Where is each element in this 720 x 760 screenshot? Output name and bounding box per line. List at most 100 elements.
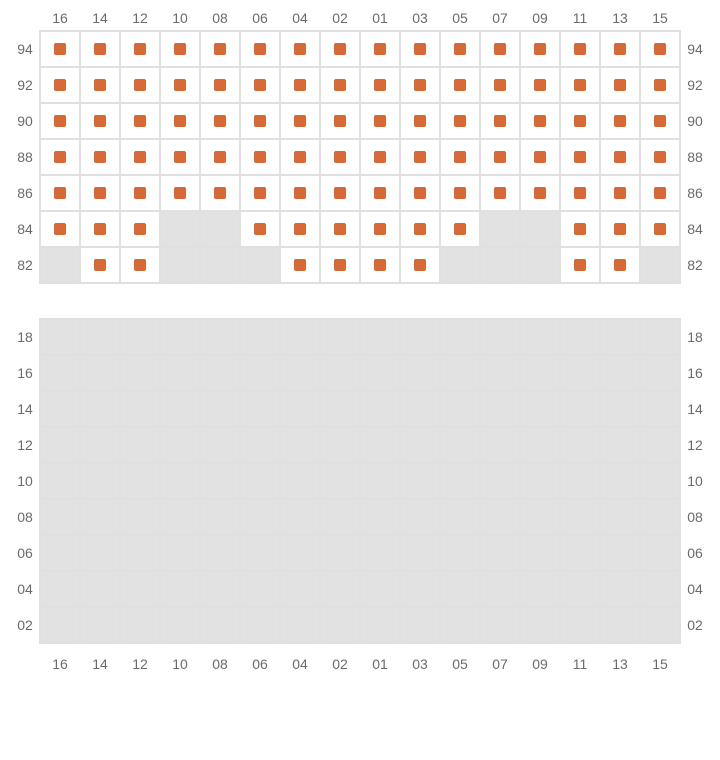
seat-available[interactable] — [520, 175, 560, 211]
seat-available[interactable] — [280, 211, 320, 247]
seat-available[interactable] — [200, 139, 240, 175]
seat-available[interactable] — [160, 31, 200, 67]
seat-available[interactable] — [600, 31, 640, 67]
seat-available[interactable] — [280, 31, 320, 67]
seat-available[interactable] — [80, 175, 120, 211]
seat-available[interactable] — [480, 103, 520, 139]
seat-available[interactable] — [440, 211, 480, 247]
seat-available[interactable] — [320, 247, 360, 283]
seat-available[interactable] — [560, 175, 600, 211]
seat-available[interactable] — [120, 139, 160, 175]
seat-available[interactable] — [640, 31, 680, 67]
seat-available[interactable] — [560, 31, 600, 67]
seat-available[interactable] — [360, 247, 400, 283]
seat-available[interactable] — [120, 247, 160, 283]
seat-available[interactable] — [360, 175, 400, 211]
seat-available[interactable] — [640, 103, 680, 139]
seat-available[interactable] — [320, 31, 360, 67]
seat-available[interactable] — [80, 211, 120, 247]
seat-available[interactable] — [160, 103, 200, 139]
seat-available[interactable] — [240, 31, 280, 67]
seat-available[interactable] — [120, 67, 160, 103]
seat-available[interactable] — [80, 247, 120, 283]
seat-available[interactable] — [200, 67, 240, 103]
seat-available[interactable] — [240, 175, 280, 211]
seat-available[interactable] — [240, 139, 280, 175]
seat-available[interactable] — [120, 103, 160, 139]
seat-available[interactable] — [400, 211, 440, 247]
seat-available[interactable] — [320, 175, 360, 211]
seat-available[interactable] — [40, 211, 80, 247]
seat-available[interactable] — [600, 103, 640, 139]
seat-available[interactable] — [80, 31, 120, 67]
seat-available[interactable] — [40, 31, 80, 67]
seat-available[interactable] — [360, 139, 400, 175]
seat-available[interactable] — [440, 139, 480, 175]
seat-available[interactable] — [400, 103, 440, 139]
seat-available[interactable] — [280, 67, 320, 103]
seat-available[interactable] — [320, 139, 360, 175]
seat-available[interactable] — [40, 103, 80, 139]
seat-available[interactable] — [560, 67, 600, 103]
seat-available[interactable] — [480, 67, 520, 103]
seat-available[interactable] — [560, 247, 600, 283]
seat-available[interactable] — [520, 139, 560, 175]
seat-available[interactable] — [200, 31, 240, 67]
seat-available[interactable] — [360, 31, 400, 67]
seat-available[interactable] — [560, 211, 600, 247]
seat-available[interactable] — [440, 67, 480, 103]
seat-available[interactable] — [160, 175, 200, 211]
seat-available[interactable] — [400, 31, 440, 67]
seat-available[interactable] — [280, 139, 320, 175]
seat-available[interactable] — [600, 175, 640, 211]
seat-available[interactable] — [280, 247, 320, 283]
seat-available[interactable] — [120, 31, 160, 67]
seat-available[interactable] — [240, 211, 280, 247]
seat-available[interactable] — [40, 175, 80, 211]
seat-available[interactable] — [440, 31, 480, 67]
seat-available[interactable] — [80, 139, 120, 175]
seat-available[interactable] — [640, 139, 680, 175]
seat-available[interactable] — [360, 211, 400, 247]
seat-available[interactable] — [200, 175, 240, 211]
seat-available[interactable] — [480, 175, 520, 211]
seat-available[interactable] — [560, 139, 600, 175]
seat-available[interactable] — [640, 175, 680, 211]
seat-available[interactable] — [640, 67, 680, 103]
seat-available[interactable] — [160, 139, 200, 175]
seat-available[interactable] — [480, 139, 520, 175]
seat-available[interactable] — [40, 67, 80, 103]
seat-available[interactable] — [360, 103, 400, 139]
seat-available[interactable] — [240, 103, 280, 139]
seat-available[interactable] — [600, 67, 640, 103]
seat-available[interactable] — [600, 247, 640, 283]
seat-available[interactable] — [400, 247, 440, 283]
seat-available[interactable] — [440, 175, 480, 211]
seat-available[interactable] — [600, 139, 640, 175]
seat-available[interactable] — [200, 103, 240, 139]
seat-available[interactable] — [160, 67, 200, 103]
seat-available[interactable] — [600, 211, 640, 247]
seat-available[interactable] — [560, 103, 600, 139]
seat-available[interactable] — [40, 139, 80, 175]
seat-available[interactable] — [520, 31, 560, 67]
seat-available[interactable] — [120, 175, 160, 211]
seat-available[interactable] — [520, 67, 560, 103]
seat-available[interactable] — [360, 67, 400, 103]
seat-available[interactable] — [320, 211, 360, 247]
seat-available[interactable] — [280, 175, 320, 211]
seat-available[interactable] — [240, 67, 280, 103]
seat-available[interactable] — [400, 67, 440, 103]
seat-available[interactable] — [640, 211, 680, 247]
seat-available[interactable] — [80, 67, 120, 103]
seat-available[interactable] — [120, 211, 160, 247]
seat-available[interactable] — [480, 31, 520, 67]
seat-available[interactable] — [320, 67, 360, 103]
seat-available[interactable] — [440, 103, 480, 139]
seat-available[interactable] — [80, 103, 120, 139]
seat-available[interactable] — [400, 139, 440, 175]
seat-available[interactable] — [320, 103, 360, 139]
seat-available[interactable] — [520, 103, 560, 139]
seat-available[interactable] — [280, 103, 320, 139]
seat-available[interactable] — [400, 175, 440, 211]
